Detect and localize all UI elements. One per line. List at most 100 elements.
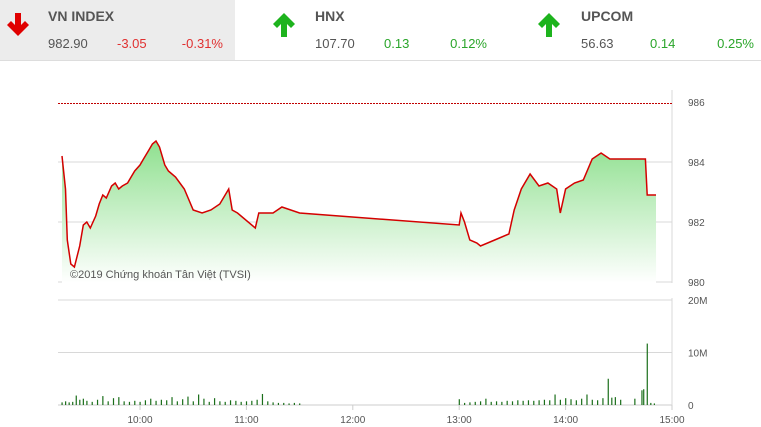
volume-bar: [160, 399, 162, 405]
volume-bar: [517, 400, 519, 405]
volume-bar: [591, 399, 593, 405]
watermark: ©2019 Chứng khoán Tân Việt (TVSI): [70, 269, 251, 281]
y-tick-label: 20M: [688, 296, 707, 307]
y-tick-label: 0: [688, 401, 694, 412]
volume-bar: [182, 399, 184, 405]
volume-bar: [511, 401, 514, 405]
volume-bar: [96, 399, 99, 405]
volume-bar: [219, 401, 221, 405]
arrow-down-icon: [7, 13, 29, 36]
volume-bar: [565, 398, 567, 405]
volume-bar: [166, 400, 168, 405]
volume-bar: [267, 401, 269, 405]
volume-bar: [469, 402, 471, 405]
volume-bar: [68, 402, 70, 405]
volume-bar: [501, 401, 503, 405]
volume-bar: [607, 378, 609, 405]
volume-bar: [107, 401, 109, 405]
volume-bar: [506, 400, 508, 405]
volume-bar: [272, 402, 274, 405]
volume-bar: [495, 401, 498, 405]
volume-bar: [171, 397, 173, 405]
index-name: VN INDEX: [48, 8, 115, 24]
volume-bar: [653, 403, 655, 405]
price-area: [61, 141, 657, 283]
volume-bar: [229, 400, 232, 405]
index-panel-hnx[interactable]: HNX 107.70 0.13 0.12%: [235, 0, 500, 60]
volume-bar: [490, 401, 492, 405]
volume-bar: [299, 403, 301, 405]
volume-bar: [485, 398, 487, 405]
volume-bar: [554, 394, 556, 405]
volume-bar: [75, 395, 77, 405]
volume-bar: [570, 399, 572, 405]
volume-bar: [61, 402, 63, 405]
volume-bar: [575, 400, 577, 405]
volume-bar: [611, 397, 613, 405]
volume-bar: [240, 401, 242, 405]
index-percent: 0.12%: [450, 36, 487, 51]
y-tick-label: 986: [688, 98, 705, 109]
volume-bar: [620, 399, 622, 405]
volume-bar: [634, 398, 636, 405]
volume-bar: [235, 400, 237, 405]
volume-bar: [176, 401, 178, 405]
index-name: HNX: [315, 8, 345, 24]
volume-bar: [134, 400, 136, 405]
volume-bar: [155, 400, 157, 405]
volume-bar: [650, 402, 652, 405]
volume-bar: [65, 401, 67, 405]
volume-bar: [538, 400, 540, 405]
index-panel-upcom[interactable]: UPCOM 56.63 0.14 0.25%: [500, 0, 761, 60]
y-tick-label: 10M: [688, 349, 707, 360]
index-change: 0.13: [384, 36, 410, 51]
volume-bar: [245, 401, 248, 405]
index-value: 107.70: [315, 36, 355, 51]
volume-bar: [102, 396, 104, 405]
volume-bar: [646, 343, 648, 405]
index-value: 56.63: [581, 36, 614, 51]
volume-bar: [118, 397, 120, 405]
x-tick-label: 15:00: [659, 415, 684, 426]
volume-bar: [251, 400, 253, 405]
index-percent: -0.31%: [181, 36, 223, 51]
volume-bar: [293, 402, 295, 405]
volume-bar: [522, 400, 524, 405]
x-tick-label: 12:00: [340, 415, 365, 426]
volume-bar: [150, 398, 152, 405]
volume-bar: [614, 397, 616, 405]
volume-bar: [82, 398, 84, 405]
arrow-up-icon: [538, 13, 560, 37]
price-line: [61, 139, 656, 269]
index-name: UPCOM: [581, 8, 634, 24]
volume-bar: [288, 403, 290, 405]
volume-bar: [559, 399, 561, 405]
index-percent: 0.25%: [717, 36, 754, 51]
volume-bar: [198, 394, 200, 405]
index-panel-vnindex[interactable]: VN INDEX 982.90 -3.05 -0.31%: [0, 0, 235, 60]
volume-bar: [203, 398, 205, 405]
volume-bar: [641, 390, 643, 405]
volume-bar: [464, 402, 466, 405]
volume-bar: [79, 399, 81, 405]
volume-bar: [474, 401, 476, 405]
volume-bar: [256, 399, 258, 405]
volume-bar: [586, 394, 588, 405]
volume-bar: [213, 398, 216, 405]
volume-bar: [602, 398, 604, 405]
volume-bar: [123, 401, 125, 405]
x-tick-label: 13:00: [447, 415, 472, 426]
volume-bar: [144, 400, 147, 405]
y-tick-label: 980: [688, 278, 705, 289]
volume-bar: [597, 400, 599, 405]
volume-bar: [86, 400, 88, 405]
y-tick-label: 984: [688, 158, 705, 169]
volume-bar: [643, 389, 645, 405]
y-tick-label: 982: [688, 218, 705, 229]
volume-bar: [261, 393, 264, 405]
header-divider: [0, 60, 761, 61]
volume-bar: [527, 400, 530, 405]
x-tick-label: 14:00: [553, 415, 578, 426]
x-tick-label: 10:00: [127, 415, 152, 426]
